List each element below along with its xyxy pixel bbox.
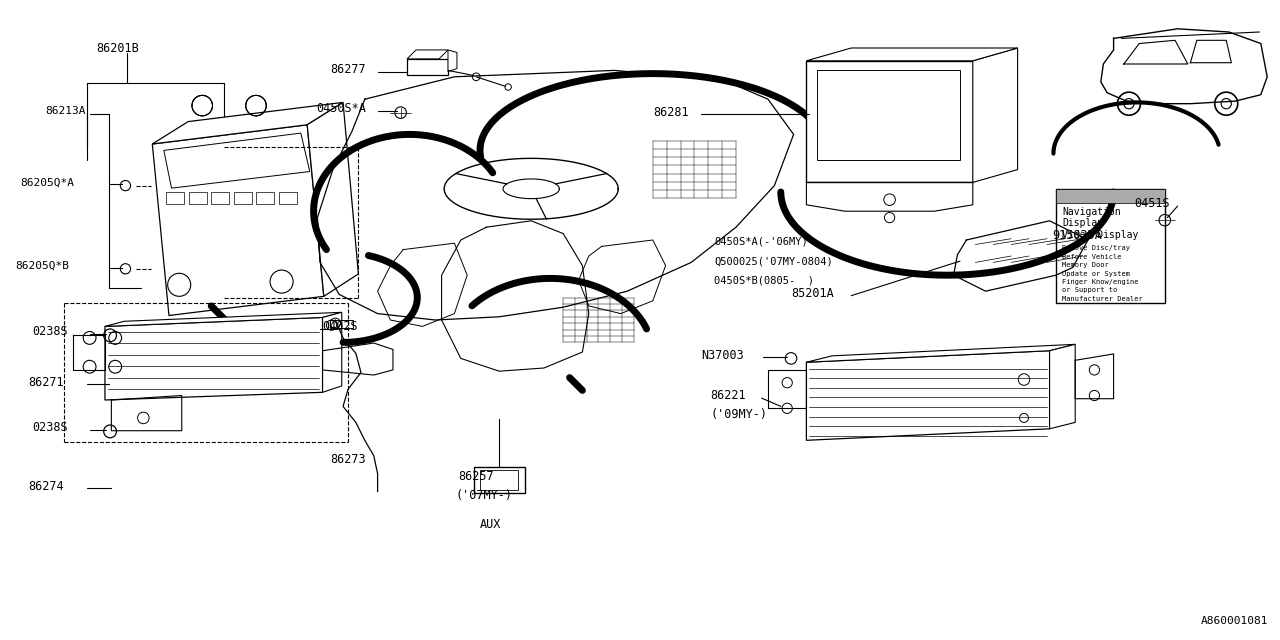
- Text: 0450S*A(-'06MY): 0450S*A(-'06MY): [714, 237, 808, 247]
- Polygon shape: [323, 312, 342, 392]
- Bar: [189, 192, 207, 204]
- Text: 86277: 86277: [330, 63, 366, 76]
- Polygon shape: [1050, 344, 1075, 429]
- Text: AUX: AUX: [480, 518, 502, 531]
- Polygon shape: [973, 48, 1018, 182]
- Text: Finger Know/engine: Finger Know/engine: [1062, 279, 1139, 285]
- Polygon shape: [105, 317, 323, 400]
- Text: 91502DA: 91502DA: [1052, 229, 1102, 242]
- Bar: [407, 59, 448, 75]
- Text: 86273: 86273: [330, 453, 366, 466]
- Bar: [817, 70, 960, 160]
- Text: N37003: N37003: [701, 349, 744, 362]
- Text: ('09MY-): ('09MY-): [710, 408, 768, 421]
- Text: 0450S*A: 0450S*A: [316, 102, 366, 115]
- Bar: [330, 320, 353, 328]
- Text: 86281: 86281: [653, 106, 689, 118]
- Text: 0402S: 0402S: [323, 320, 358, 333]
- Text: 86213A: 86213A: [45, 106, 86, 116]
- Bar: [256, 192, 274, 204]
- Text: 85201A: 85201A: [791, 287, 833, 300]
- Bar: [474, 467, 525, 493]
- Text: Memory Door: Memory Door: [1062, 262, 1110, 268]
- Bar: [211, 192, 229, 204]
- Text: 86205Q*B: 86205Q*B: [15, 260, 69, 271]
- Text: 0238S: 0238S: [32, 421, 68, 434]
- Text: Update or System: Update or System: [1062, 271, 1130, 276]
- Text: 86205Q*A: 86205Q*A: [20, 177, 74, 188]
- Text: 86274: 86274: [28, 480, 64, 493]
- Polygon shape: [806, 344, 1075, 362]
- Text: or Support to: or Support to: [1062, 287, 1117, 293]
- Bar: [480, 470, 518, 490]
- Text: 0238S: 0238S: [32, 325, 68, 338]
- Text: Remove Disc/tray: Remove Disc/tray: [1062, 245, 1130, 251]
- Polygon shape: [152, 125, 324, 316]
- Polygon shape: [152, 102, 343, 144]
- Text: ('07MY-): ('07MY-): [456, 490, 513, 502]
- Text: 0451S: 0451S: [1134, 197, 1170, 210]
- Text: Q500025('07MY-0804): Q500025('07MY-0804): [714, 256, 833, 266]
- Text: 0450S*B(0805-  ): 0450S*B(0805- ): [714, 275, 814, 285]
- Text: Navigation: Navigation: [1062, 207, 1121, 217]
- Polygon shape: [806, 351, 1050, 440]
- Bar: [1056, 189, 1165, 203]
- Polygon shape: [806, 61, 973, 182]
- Text: Manufacturer Dealer: Manufacturer Dealer: [1062, 296, 1143, 301]
- Text: 86257: 86257: [458, 470, 494, 483]
- Text: A860001081: A860001081: [1201, 616, 1268, 626]
- Text: Before Vehicle: Before Vehicle: [1062, 254, 1121, 260]
- Polygon shape: [806, 48, 1018, 61]
- Text: 86201B: 86201B: [96, 42, 138, 54]
- Text: Video Display: Video Display: [1062, 230, 1139, 240]
- Polygon shape: [105, 312, 342, 326]
- Bar: [1056, 189, 1165, 303]
- Bar: [234, 192, 252, 204]
- Text: Display: Display: [1062, 218, 1103, 228]
- Polygon shape: [448, 50, 457, 72]
- Polygon shape: [164, 133, 310, 188]
- Text: 86271: 86271: [28, 376, 64, 389]
- Polygon shape: [307, 102, 358, 296]
- Bar: [279, 192, 297, 204]
- Polygon shape: [407, 50, 448, 59]
- Text: 86221: 86221: [710, 389, 746, 402]
- Bar: [166, 192, 184, 204]
